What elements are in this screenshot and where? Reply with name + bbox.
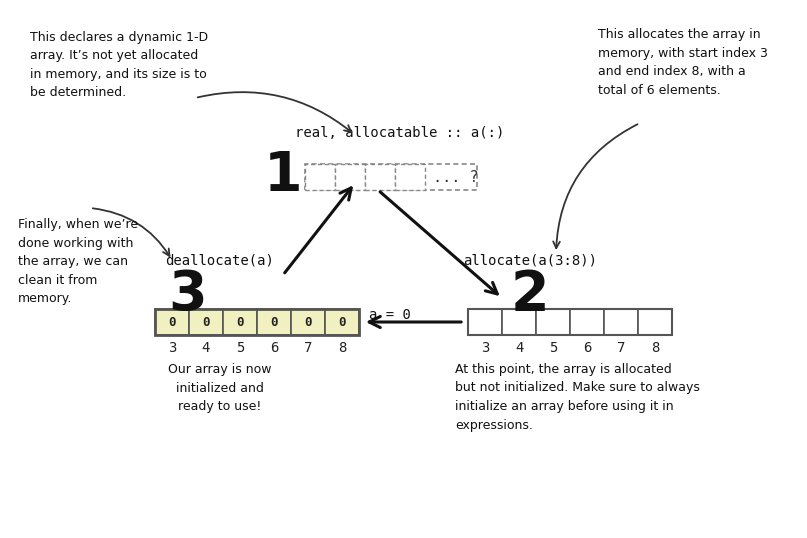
Text: 5: 5 [236, 341, 245, 355]
Text: 0: 0 [203, 315, 210, 329]
Bar [305, 164, 335, 190]
Bar [305, 164, 477, 190]
Bar [257, 309, 291, 335]
Bar [155, 309, 189, 335]
Text: 6: 6 [583, 341, 592, 355]
Bar [189, 309, 223, 335]
Text: 0: 0 [304, 315, 312, 329]
Text: Finally, when we’re
done working with
the array, we can
clean it from
memory.: Finally, when we’re done working with th… [18, 218, 138, 305]
Text: 3: 3 [169, 268, 207, 322]
Text: 7: 7 [303, 341, 312, 355]
Bar [502, 309, 536, 335]
Bar [335, 164, 365, 190]
Text: 4: 4 [515, 341, 523, 355]
Text: 6: 6 [270, 341, 278, 355]
Text: 3: 3 [168, 341, 176, 355]
Text: 0: 0 [270, 315, 278, 329]
Text: 5: 5 [549, 341, 557, 355]
Bar [325, 309, 359, 335]
Text: 4: 4 [202, 341, 210, 355]
Text: 3: 3 [481, 341, 489, 355]
Bar [223, 309, 257, 335]
Bar [604, 309, 638, 335]
Text: ... ?: ... ? [433, 169, 479, 185]
Bar [638, 309, 672, 335]
Text: real, allocatable :: a(:): real, allocatable :: a(:) [295, 126, 504, 140]
Text: 8: 8 [338, 341, 346, 355]
Text: This declares a dynamic 1-D
array. It’s not yet allocated
in memory, and its siz: This declares a dynamic 1-D array. It’s … [30, 31, 208, 100]
Text: a = 0: a = 0 [369, 308, 411, 322]
Text: At this point, the array is allocated
but not initialized. Make sure to always
i: At this point, the array is allocated bu… [455, 363, 700, 431]
Text: 1: 1 [264, 149, 303, 203]
Bar [291, 309, 325, 335]
Text: This allocates the array in
memory, with start index 3
and end index 8, with a
t: This allocates the array in memory, with… [598, 28, 768, 96]
Text: 0: 0 [338, 315, 345, 329]
Text: deallocate(a): deallocate(a) [165, 253, 274, 267]
Text: 2: 2 [511, 268, 550, 322]
Text: 0: 0 [168, 315, 176, 329]
Bar [395, 164, 425, 190]
Bar [468, 309, 672, 335]
Bar [155, 309, 359, 335]
Text: allocate(a(3:8)): allocate(a(3:8)) [463, 253, 597, 267]
Text: Our array is now
initialized and
ready to use!: Our array is now initialized and ready t… [168, 363, 272, 413]
Bar [468, 309, 502, 335]
Bar [570, 309, 604, 335]
Bar [536, 309, 570, 335]
Text: 8: 8 [650, 341, 659, 355]
Text: 0: 0 [236, 315, 244, 329]
Text: 7: 7 [617, 341, 625, 355]
Bar [365, 164, 395, 190]
